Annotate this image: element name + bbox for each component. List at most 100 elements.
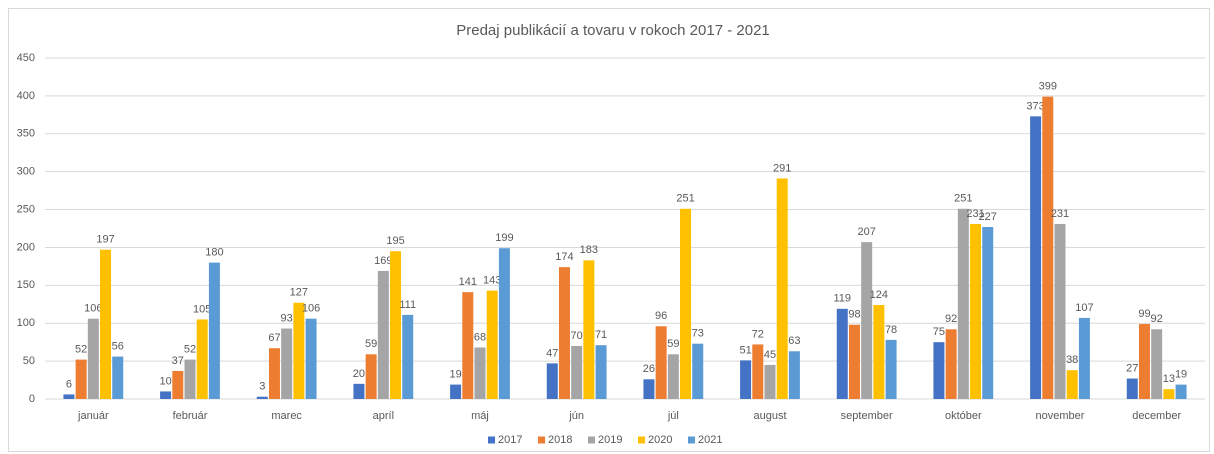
data-label: 51 xyxy=(739,344,751,356)
bar xyxy=(740,360,752,399)
chart-frame xyxy=(8,8,1210,452)
y-tick-label: 150 xyxy=(17,279,35,291)
bar xyxy=(1151,329,1163,399)
data-label: 373 xyxy=(1026,100,1044,112)
bar xyxy=(305,318,317,399)
bar xyxy=(486,290,498,399)
data-label: 71 xyxy=(595,329,607,341)
data-label: 231 xyxy=(966,208,984,220)
bar xyxy=(1054,223,1066,399)
data-label: 72 xyxy=(752,328,764,340)
legend-label: 2021 xyxy=(698,434,722,446)
data-label: 231 xyxy=(1051,208,1069,220)
data-label: 92 xyxy=(1151,313,1163,325)
x-tick-label: máj xyxy=(471,410,489,422)
data-label: 399 xyxy=(1039,81,1057,93)
data-label: 19 xyxy=(1175,369,1187,381)
data-label: 96 xyxy=(655,310,667,322)
bar xyxy=(1163,389,1175,399)
data-label: 169 xyxy=(374,255,392,267)
chart-title: Predaj publikácií a tovaru v rokoch 2017… xyxy=(456,22,770,39)
bar xyxy=(377,270,389,399)
data-label: 59 xyxy=(667,338,679,350)
data-label: 52 xyxy=(75,344,87,356)
bar xyxy=(1030,116,1042,400)
data-label: 37 xyxy=(172,355,184,367)
x-tick-label: február xyxy=(173,410,208,422)
data-label: 67 xyxy=(268,332,280,344)
bar xyxy=(184,359,196,399)
bar xyxy=(970,223,982,399)
data-label: 13 xyxy=(1163,373,1175,385)
data-label: 251 xyxy=(676,193,694,205)
bar xyxy=(957,208,969,399)
y-tick-label: 200 xyxy=(17,241,35,253)
bar xyxy=(498,248,510,399)
legend-swatch xyxy=(488,436,495,444)
data-label: 111 xyxy=(399,299,416,311)
bar xyxy=(402,314,414,399)
data-label: 27 xyxy=(1126,362,1138,374)
bar xyxy=(1042,96,1054,399)
y-tick-label: 400 xyxy=(17,90,35,102)
bar xyxy=(788,351,800,399)
bar xyxy=(268,348,280,399)
bar xyxy=(365,354,377,399)
y-tick-label: 350 xyxy=(17,128,35,140)
legend-swatch xyxy=(638,436,645,444)
data-label: 98 xyxy=(848,309,860,321)
x-tick-label: december xyxy=(1132,410,1181,422)
data-label: 20 xyxy=(353,368,365,380)
bar xyxy=(63,394,75,399)
bar xyxy=(752,344,764,399)
bar xyxy=(160,391,172,399)
data-label: 107 xyxy=(1075,302,1093,314)
y-tick-label: 100 xyxy=(17,317,35,329)
data-label: 38 xyxy=(1066,354,1078,366)
data-label: 75 xyxy=(933,326,945,338)
bar xyxy=(558,267,570,399)
data-label: 68 xyxy=(474,331,486,343)
data-label: 127 xyxy=(290,287,308,299)
data-label: 207 xyxy=(857,226,875,238)
data-label: 45 xyxy=(764,349,776,361)
bar xyxy=(655,326,667,399)
x-tick-label: júl xyxy=(667,410,679,422)
bar xyxy=(208,262,220,399)
x-tick-label: jún xyxy=(568,410,584,422)
bar xyxy=(1078,317,1090,399)
bar xyxy=(836,308,848,399)
bar xyxy=(595,345,607,399)
bar xyxy=(1066,370,1078,399)
data-label: 183 xyxy=(580,244,598,256)
bar xyxy=(1175,384,1187,399)
data-label: 106 xyxy=(302,303,320,315)
data-label: 291 xyxy=(773,162,791,174)
x-tick-label: október xyxy=(945,410,982,422)
bar xyxy=(256,396,268,399)
legend-label: 2017 xyxy=(498,434,522,446)
y-tick-label: 0 xyxy=(29,393,35,405)
data-label: 3 xyxy=(259,381,265,393)
bar xyxy=(1138,323,1150,399)
bar xyxy=(945,329,957,399)
y-tick-label: 250 xyxy=(17,203,35,215)
data-label: 119 xyxy=(833,293,851,305)
bar xyxy=(873,305,885,399)
x-tick-label: apríl xyxy=(373,410,394,422)
data-label: 26 xyxy=(643,363,655,375)
bar xyxy=(353,383,365,399)
legend-label: 2020 xyxy=(648,434,672,446)
data-label: 78 xyxy=(885,324,897,336)
bar xyxy=(680,208,692,399)
bar xyxy=(1126,378,1138,399)
data-label: 47 xyxy=(546,347,558,359)
data-label: 251 xyxy=(954,193,972,205)
bar xyxy=(667,354,679,399)
data-label: 180 xyxy=(205,247,223,259)
bar xyxy=(87,318,99,399)
bar xyxy=(583,260,595,399)
x-tick-label: august xyxy=(753,410,786,422)
data-label: 197 xyxy=(96,234,114,246)
data-label: 143 xyxy=(483,275,501,287)
